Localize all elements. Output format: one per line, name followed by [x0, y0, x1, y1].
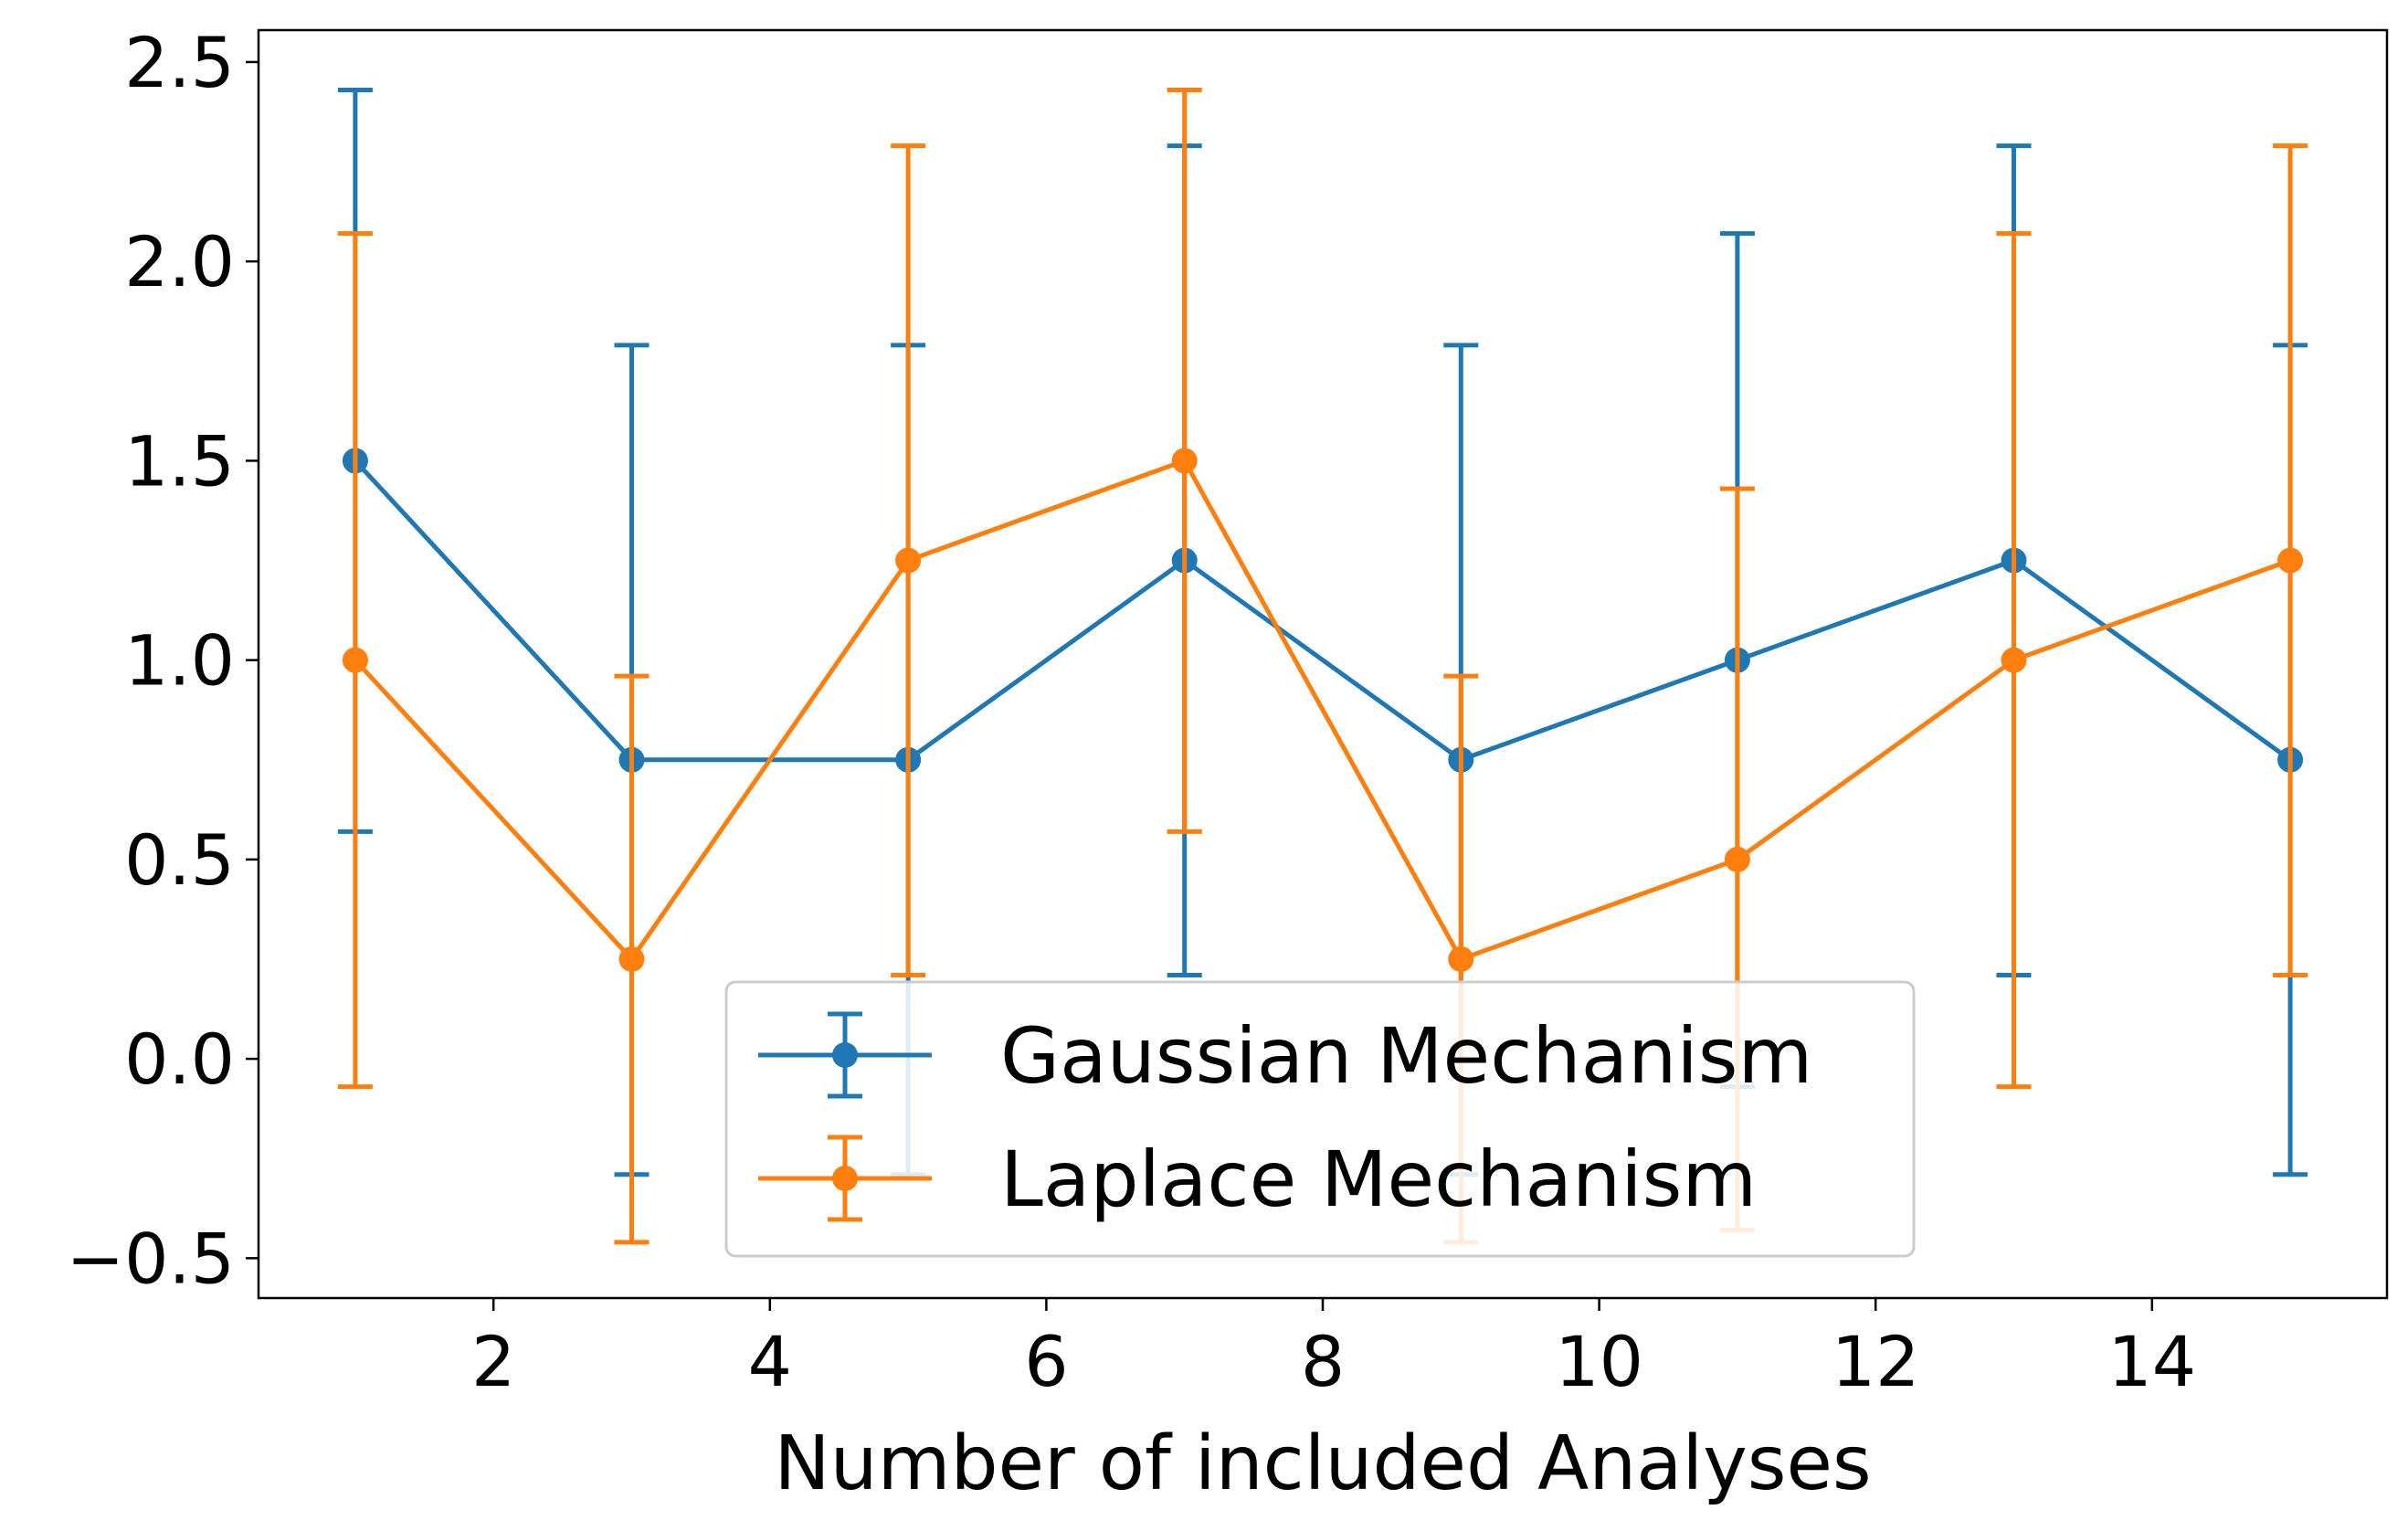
y-tick-label: 0.0 [124, 1019, 235, 1100]
y-axis: −0.5 0.0 0.5 1.0 1.5 2.0 2.5 [66, 22, 259, 1299]
x-axis: 2 4 6 8 10 12 14 [471, 1298, 2196, 1402]
x-tick-label: 14 [2107, 1321, 2196, 1402]
y-tick-label: −0.5 [66, 1218, 235, 1299]
x-tick-label: 4 [748, 1321, 792, 1402]
x-tick-label: 8 [1301, 1321, 1345, 1402]
x-axis-label: Number of included Analyses [774, 1420, 1871, 1507]
x-tick-label: 2 [471, 1321, 515, 1402]
legend-marker [832, 1042, 858, 1068]
x-tick-label: 12 [1832, 1321, 1920, 1402]
legend: Gaussian Mechanism Laplace Mechanism [724, 980, 1916, 1258]
data-point [1171, 448, 1198, 474]
legend-entry-1: Laplace Mechanism [758, 1135, 1757, 1224]
data-point [2277, 547, 2304, 574]
legend-marker [832, 1166, 858, 1191]
data-point [342, 647, 368, 673]
data-point [618, 945, 645, 972]
x-tick-label: 6 [1024, 1321, 1068, 1402]
data-point [1724, 846, 1750, 872]
data-point [1448, 945, 1474, 972]
legend-label: Laplace Mechanism [1000, 1135, 1757, 1224]
y-tick-label: 2.5 [124, 22, 235, 103]
legend-entry-0: Gaussian Mechanism [758, 1011, 1812, 1101]
y-tick-label: 1.0 [124, 620, 235, 702]
legend-label: Gaussian Mechanism [1000, 1011, 1812, 1101]
y-tick-label: 0.5 [124, 819, 235, 901]
y-tick-label: 1.5 [124, 420, 235, 502]
legend-box [724, 980, 1916, 1258]
series-line [354, 458, 2291, 962]
y-tick-label: 2.0 [124, 221, 235, 302]
series-line [354, 459, 2292, 763]
data-point [2001, 647, 2027, 673]
data-point [895, 547, 922, 574]
x-tick-label: 10 [1555, 1321, 1643, 1402]
